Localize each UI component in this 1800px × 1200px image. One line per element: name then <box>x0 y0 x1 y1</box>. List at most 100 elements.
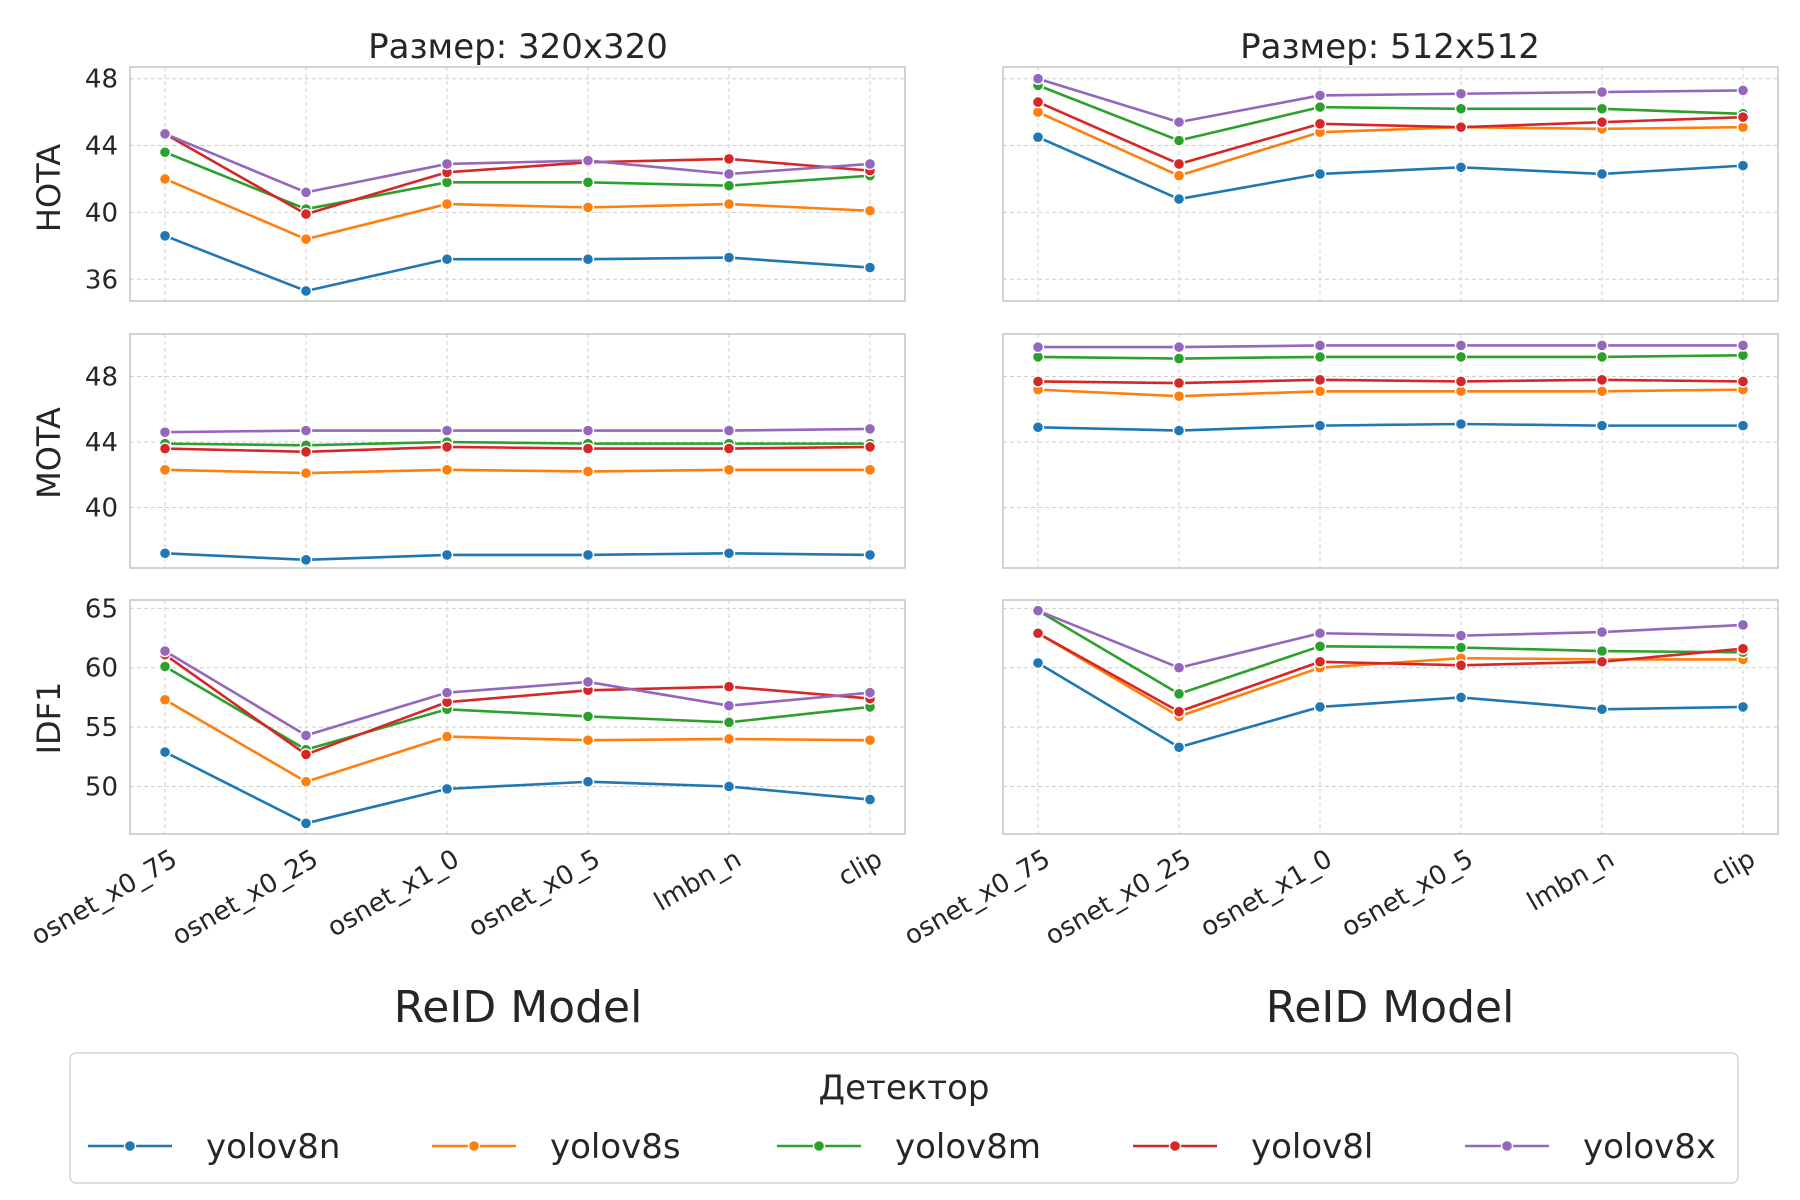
data-point-yolov8l <box>1454 659 1468 672</box>
data-point-yolov8m <box>158 146 172 159</box>
data-point-yolov8x <box>1454 629 1468 642</box>
data-point-yolov8x <box>581 424 595 437</box>
series-line-yolov8s <box>164 177 871 241</box>
data-point-yolov8s <box>581 733 595 747</box>
legend-item-yolov8l: yolov8l <box>1133 1127 1373 1167</box>
y-tick-label: 44 <box>85 428 118 458</box>
data-point-yolov8x <box>1031 340 1045 354</box>
data-point-yolov8s <box>1595 385 1609 398</box>
legend-label: yolov8s <box>550 1127 681 1167</box>
series-line-yolov8l <box>1037 100 1744 166</box>
series-line-yolov8x <box>164 132 871 194</box>
data-point-yolov8l <box>581 442 595 455</box>
data-point-yolov8x <box>1595 85 1609 99</box>
data-point-yolov8x <box>722 699 736 712</box>
x-tick-label: osnet_x0_25 <box>1040 844 1196 952</box>
data-point-yolov8n <box>581 548 595 562</box>
panel-title-right: Размер: 512x512 <box>1240 27 1540 67</box>
subplot-grid: 36 40 44 48 40 44 48 50 55 60 65 <box>85 65 1779 835</box>
data-point-yolov8x <box>440 686 454 699</box>
data-point-yolov8x <box>581 154 595 167</box>
data-point-yolov8s <box>722 197 736 211</box>
data-point-yolov8m <box>1172 134 1186 147</box>
data-point-yolov8l <box>1031 95 1045 109</box>
data-point-yolov8l <box>1736 642 1750 655</box>
data-point-yolov8l <box>1454 120 1468 134</box>
data-point-yolov8n <box>581 253 595 266</box>
x-tick-label: clip <box>833 844 887 893</box>
data-point-yolov8s <box>722 463 736 477</box>
data-point-yolov8l <box>1172 157 1186 171</box>
data-point-yolov8m <box>722 179 736 192</box>
data-point-yolov8m <box>1595 102 1609 115</box>
data-point-yolov8l <box>722 442 736 455</box>
y-label-mota: MOTA <box>30 407 68 499</box>
data-point-yolov8n <box>440 548 454 562</box>
data-point-yolov8m <box>581 710 595 723</box>
data-point-yolov8l <box>1313 373 1327 387</box>
data-point-yolov8l <box>1172 705 1186 718</box>
panel-hota-320x320: 36 40 44 48 <box>85 65 906 302</box>
data-point-yolov8x <box>1313 627 1327 640</box>
x-tick-label: osnet_x0_25 <box>167 844 323 952</box>
data-point-yolov8l <box>158 442 172 455</box>
data-point-yolov8x <box>722 167 736 181</box>
y-tick-label: 60 <box>85 654 118 684</box>
data-point-yolov8n <box>1172 741 1186 754</box>
series-line-yolov8m <box>1037 84 1744 142</box>
data-point-yolov8x <box>863 157 877 171</box>
data-point-yolov8x <box>1736 339 1750 352</box>
axes-frame <box>129 599 906 835</box>
data-point-yolov8s <box>1313 385 1327 398</box>
series-line-yolov8s <box>1037 110 1744 177</box>
panel-mota-320x320: 40 44 48 <box>85 333 906 569</box>
data-point-yolov8l <box>1595 655 1609 668</box>
series-line-yolov8s <box>164 698 871 784</box>
x-tick-label: osnet_x1_0 <box>1196 844 1338 943</box>
series-line-yolov8n <box>164 750 871 825</box>
data-point-yolov8m <box>581 176 595 189</box>
x-axis-title-right: ReID Model <box>1266 982 1515 1033</box>
series-line-yolov8x <box>1037 609 1744 670</box>
data-point-yolov8x <box>158 644 172 658</box>
x-tick-label: lmbn_n <box>649 844 746 917</box>
axes-frame <box>129 333 906 569</box>
data-point-yolov8l <box>722 152 736 166</box>
data-point-yolov8x <box>1172 115 1186 129</box>
data-point-yolov8x <box>1454 87 1468 100</box>
data-point-yolov8n <box>581 775 595 788</box>
y-tick-label: 55 <box>85 713 118 743</box>
data-point-yolov8n <box>440 253 454 266</box>
data-point-yolov8s <box>440 197 454 211</box>
series-line-yolov8s <box>1037 388 1744 398</box>
data-point-yolov8n <box>1031 421 1045 434</box>
y-tick-label: 48 <box>85 363 118 393</box>
panel-idf1-320x320: 50 55 60 65 <box>85 594 906 835</box>
data-point-yolov8x <box>1736 618 1750 632</box>
data-point-yolov8x <box>440 424 454 437</box>
x-tick-label: osnet_x0_5 <box>1337 844 1479 943</box>
legend-items: yolov8n yolov8s yolov8m yolov8l yolov8x <box>88 1127 1716 1167</box>
series-line-yolov8l <box>1037 632 1744 713</box>
data-point-yolov8n <box>1172 424 1186 437</box>
data-point-yolov8l <box>1595 115 1609 129</box>
legend-marker <box>1168 1139 1182 1153</box>
series-line-yolov8l <box>164 653 871 756</box>
legend-marker <box>812 1139 826 1153</box>
legend-marker <box>467 1139 481 1153</box>
axes-frame <box>1002 333 1779 569</box>
series-line-yolov8x <box>1037 77 1744 124</box>
series-line-yolov8x <box>1038 344 1743 349</box>
data-point-yolov8x <box>1454 339 1468 352</box>
data-point-yolov8x <box>1595 625 1609 639</box>
data-point-yolov8s <box>440 730 454 743</box>
series-line-yolov8x <box>164 427 871 434</box>
data-point-yolov8l <box>1172 376 1186 390</box>
y-tick-label: 36 <box>85 265 118 295</box>
data-point-yolov8l <box>299 748 313 761</box>
data-point-yolov8l <box>299 445 313 459</box>
legend-title: Детектор <box>819 1068 990 1108</box>
data-point-yolov8x <box>581 675 595 689</box>
legend-label: yolov8l <box>1251 1127 1373 1167</box>
